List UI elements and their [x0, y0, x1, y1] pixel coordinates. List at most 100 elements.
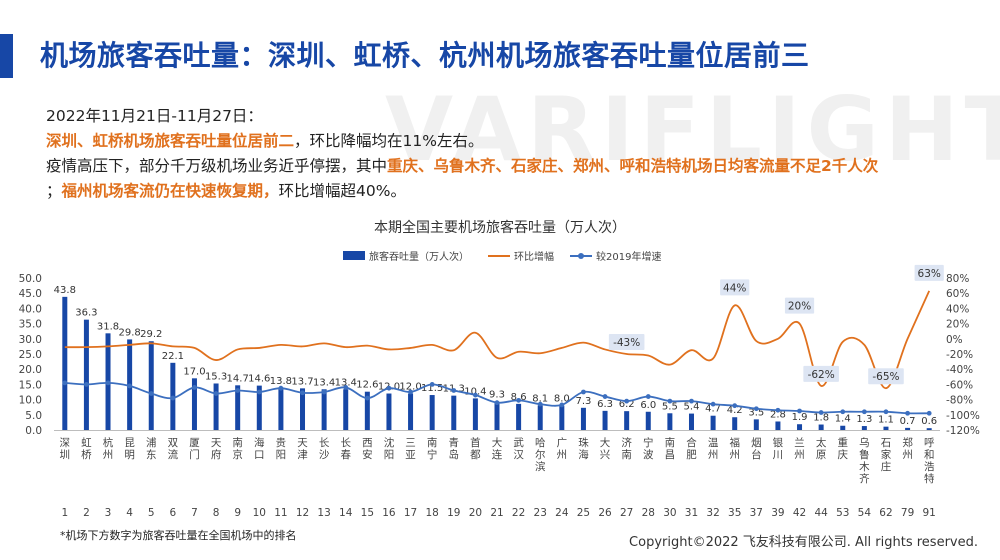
rank-label: 23	[534, 507, 547, 519]
x-tick-label-杭州: 杭州	[103, 436, 114, 461]
bar-虹桥	[83, 319, 89, 430]
rank-label: 31	[685, 507, 698, 519]
rank-label: 16	[382, 507, 396, 519]
yoy-growth-point-杭州	[105, 380, 111, 386]
summary-line-3: 疫情高压下，部分千万级机场业务近乎停摆，其中重庆、乌鲁木齐、石家庄、郑州、呼和浩…	[46, 154, 976, 179]
x-tick-label-长春: 长春	[340, 437, 351, 461]
bar-value-label: 8.1	[532, 393, 548, 404]
x-tick-label-天津: 天津	[297, 437, 308, 461]
y-left-tick-label: 45.0	[19, 288, 42, 300]
x-tick-label-大连: 大连	[492, 436, 503, 461]
yoy-growth-point-三亚	[408, 389, 413, 395]
legend-label-yoy: 较2019年增速	[596, 250, 661, 263]
bar-南京	[235, 385, 241, 430]
yoy-growth-point-石家庄	[883, 409, 889, 415]
y-right-tick-label: 80%	[946, 273, 969, 285]
rank-label: 91	[923, 507, 936, 519]
bar-大连	[494, 401, 500, 430]
y-left-tick-label: 0.0	[25, 425, 42, 437]
bar-长春	[343, 389, 349, 430]
x-tick-label-温州: 温州	[708, 437, 719, 461]
y-left-tick-label: 25.0	[19, 349, 42, 361]
yoy-growth-point-广州	[559, 402, 565, 408]
x-tick-label-宁波: 宁波	[643, 436, 654, 461]
y-right-tick-label: 60%	[946, 288, 969, 300]
chart-title: 本期全国主要机场旅客吞吐量（万人次）	[374, 220, 626, 236]
yoy-growth-point-双流	[170, 395, 176, 401]
yoy-growth-point-大连	[494, 400, 500, 406]
x-tick-label-郑州: 郑州	[902, 436, 913, 461]
yoy-growth-point-大兴	[602, 394, 608, 399]
summary-line-4-prefix: ；	[46, 182, 62, 200]
x-tick-label-广州: 广州	[557, 437, 568, 461]
rank-label: 39	[771, 507, 784, 519]
bar-深圳	[62, 296, 68, 430]
y-right-tick-label: -120%	[946, 425, 980, 437]
rank-label: 27	[620, 507, 633, 519]
bar-value-label: 12.6	[356, 380, 378, 391]
bar-天府	[213, 383, 219, 430]
bar-海口	[256, 385, 262, 430]
yoy-growth-point-青岛	[451, 388, 457, 393]
mom-callout-box	[784, 297, 815, 314]
yoy-growth-point-沈阳	[386, 385, 392, 391]
yoy-growth-point-珠海	[581, 389, 586, 395]
rank-label: 28	[642, 507, 655, 519]
y-left-tick-label: 20.0	[19, 364, 42, 376]
yoy-growth-point-长春	[343, 385, 349, 390]
rank-label: 42	[793, 507, 806, 519]
mom-callout-label: -43%	[613, 337, 640, 349]
y-right-tick-label: -20%	[946, 349, 973, 361]
bar-value-label: 1.3	[856, 414, 872, 425]
airport-throughput-chart: 旅客吞吐量（万人次） 环比增幅 较2019年增速 0.0 5.0 10.0 15.0 20.0…	[19, 250, 980, 519]
bar-天津	[300, 388, 306, 430]
legend-label-mom: 环比增幅	[514, 250, 554, 263]
bar-value-label: 29.8	[119, 327, 141, 338]
bar-武汉	[516, 403, 522, 430]
yoy-growth-point-南京	[235, 388, 241, 393]
bar-兰州	[797, 424, 803, 430]
rank-label: 53	[836, 507, 849, 519]
rank-label: 37	[750, 507, 763, 519]
yoy-growth-point-呼和浩特	[926, 410, 932, 416]
summary-line-2-text: ，环比降幅均在11%左右。	[294, 132, 484, 150]
yoy-growth-point-宁波	[645, 394, 651, 399]
yoy-growth-point-贵阳	[278, 385, 284, 391]
x-tick-label-南京: 南京	[232, 436, 243, 461]
yoy-growth-point-长沙	[321, 389, 327, 395]
bar-value-label: 43.8	[54, 285, 76, 296]
yoy-growth-point-烟台	[753, 406, 759, 412]
rank-label: 30	[663, 507, 676, 519]
yoy-growth-point-首都	[472, 392, 478, 398]
bar-value-label: 2.8	[770, 409, 786, 420]
yoy-growth-point-虹桥	[84, 382, 89, 387]
yoy-growth-point-海口	[256, 389, 262, 395]
bar-三亚	[408, 393, 414, 430]
legend-marker-yoy	[578, 253, 584, 259]
rank-label: 19	[447, 507, 460, 519]
rank-label: 20	[469, 507, 482, 519]
yoy-growth-point-南昌	[667, 398, 673, 404]
summary-text: 2022年11月21日-11月27日： 深圳、虹桥机场旅客吞吐量位居前二，环比降…	[46, 104, 976, 204]
bar-value-label: 10.4	[464, 386, 486, 397]
bar-宁波	[645, 411, 651, 430]
bar-value-label: 1.9	[792, 412, 808, 423]
bar-福州	[732, 417, 738, 430]
bar-济南	[624, 411, 630, 430]
bar-value-label: 14.6	[248, 374, 270, 385]
summary-highlight-top2: 深圳、虹桥机场旅客吞吐量位居前二	[46, 132, 295, 150]
x-tick-label-重庆: 重庆	[838, 436, 849, 461]
yoy-growth-point-南宁	[429, 382, 435, 387]
bar-value-label: 9.3	[489, 390, 505, 401]
bar-广州	[559, 405, 565, 430]
mom-callout-box	[868, 368, 904, 385]
yoy-growth-point-济南	[624, 398, 630, 404]
bar-珠海	[580, 407, 586, 430]
bar-value-label: 22.1	[162, 351, 184, 362]
yoy-growth-point-厦门	[192, 385, 197, 390]
mom-callout-box	[914, 264, 944, 281]
bar-石家庄	[883, 426, 889, 430]
rank-label: 22	[512, 507, 525, 519]
x-tick-label-深圳: 深圳	[60, 437, 71, 461]
rank-label: 7	[191, 507, 198, 519]
